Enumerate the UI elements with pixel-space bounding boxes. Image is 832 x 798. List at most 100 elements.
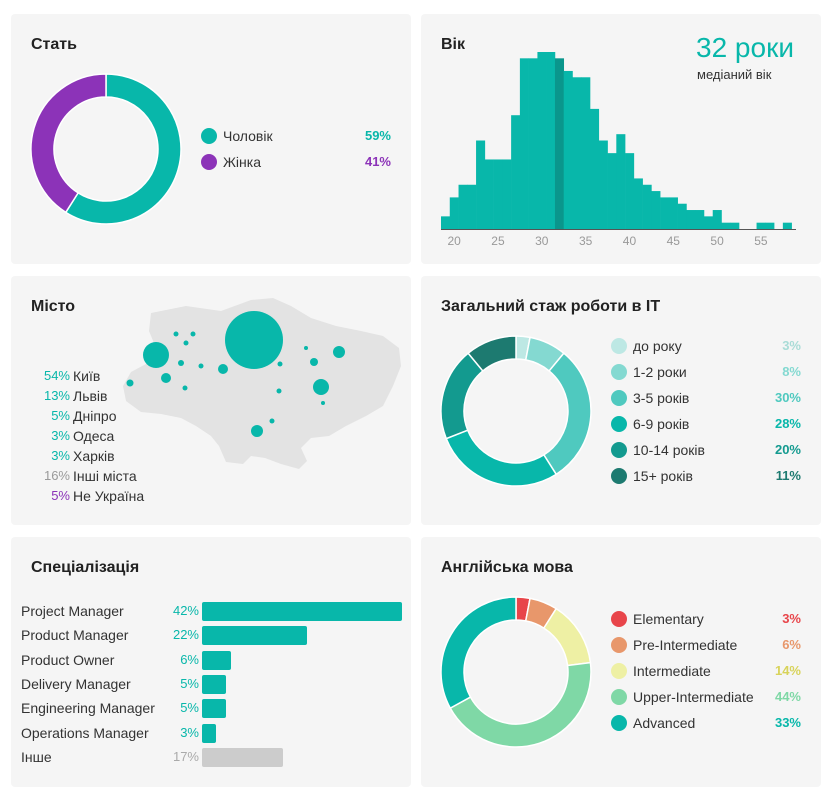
age-tick-label: 30 — [535, 234, 549, 248]
specialization-pct: 5% — [180, 675, 199, 691]
specialization-bar — [202, 747, 283, 767]
legend-swatch — [611, 338, 627, 354]
city-bubble — [173, 331, 179, 337]
age-bar — [458, 184, 468, 229]
legend-label: Pre-Intermediate — [633, 637, 738, 653]
gender-slice — [30, 73, 107, 214]
english-donut-chart — [440, 596, 592, 748]
age-tick-label: 40 — [623, 234, 637, 248]
age-bar — [756, 222, 766, 229]
legend-item: 10-14 років — [611, 440, 705, 460]
male-swatch — [201, 128, 217, 144]
legend-swatch — [611, 416, 627, 432]
male-label: Чоловік — [223, 128, 273, 144]
age-bar — [625, 153, 635, 229]
male-pct: 59% — [364, 128, 391, 143]
experience-slice — [440, 352, 484, 440]
legend-item: Intermediate — [611, 661, 711, 681]
experience-title: Загальний стаж роботи в IT — [441, 298, 661, 315]
city-bubble — [269, 418, 275, 424]
median-age-label: медіаний вік — [697, 67, 772, 82]
city-name: Одеса — [73, 428, 115, 444]
specialization-card: Спеціалізація Project Manager 42% Product … — [11, 537, 411, 787]
age-tick-label: 20 — [447, 234, 461, 248]
city-bubble — [178, 360, 184, 366]
city-bubble — [218, 364, 228, 374]
legend-label: Intermediate — [633, 663, 711, 679]
female-pct: 41% — [364, 154, 391, 169]
legend-item: Upper-Intermediate — [611, 687, 754, 707]
age-bar — [502, 159, 512, 229]
legend-pct: 30% — [774, 390, 801, 405]
age-bar — [554, 58, 565, 230]
specialization-row: Project Manager 42% — [21, 601, 411, 621]
legend-item: 3-5 років — [611, 388, 689, 408]
legend-swatch — [611, 715, 627, 731]
legend-label: до року — [633, 338, 682, 354]
city-bubble — [161, 373, 171, 383]
age-bar — [765, 222, 775, 229]
specialization-bar — [202, 699, 226, 719]
city-bubble — [126, 379, 134, 387]
legend-pct: 8% — [782, 364, 801, 379]
age-bar — [782, 222, 792, 229]
gender-card: Стать Чоловік 59% Жінка 41% — [11, 14, 411, 264]
legend-label: 3-5 років — [633, 390, 690, 406]
age-bar — [590, 108, 600, 229]
legend-label: 15+ років — [633, 468, 693, 484]
city-row-lviv: 13% Львів — [21, 386, 108, 406]
age-bar — [598, 140, 608, 229]
city-bubble — [277, 361, 283, 367]
female-label: Жінка — [223, 154, 261, 170]
ukraine-map — [123, 298, 401, 469]
specialization-label: Engineering Manager — [21, 700, 155, 717]
specialization-label: Product Owner — [21, 651, 115, 668]
age-bar — [572, 77, 582, 230]
city-row-kyiv: 54% Київ — [21, 366, 100, 386]
age-bar — [651, 191, 661, 229]
legend-pct: 44% — [774, 689, 801, 704]
city-bubble — [183, 340, 189, 346]
specialization-row: Operations Manager 3% — [21, 723, 411, 743]
legend-item: 15+ років — [611, 466, 693, 486]
legend-pct: 11% — [775, 468, 801, 483]
age-bar — [695, 210, 705, 229]
legend-label: 6-9 років — [633, 416, 690, 432]
age-bar — [449, 197, 459, 229]
city-pct: 5% — [51, 408, 70, 423]
legend-swatch — [611, 390, 627, 406]
english-slice — [440, 596, 517, 710]
specialization-label: Operations Manager — [21, 724, 149, 741]
specialization-pct: 42% — [172, 603, 199, 618]
ukraine-map-shape — [123, 298, 401, 469]
specialization-bar — [202, 650, 231, 670]
city-name: Харків — [73, 448, 115, 464]
age-tick-label: 50 — [710, 234, 724, 248]
specialization-bar — [202, 723, 217, 743]
gender-donut-chart — [30, 73, 182, 225]
english-slice — [449, 661, 592, 748]
legend-label: 10-14 років — [633, 442, 705, 458]
age-bar — [607, 153, 617, 229]
experience-slice — [445, 429, 558, 487]
english-title: Англійська мова — [441, 559, 573, 576]
city-bubble — [182, 385, 188, 391]
city-bubble — [190, 331, 196, 337]
city-name: Київ — [73, 368, 101, 384]
age-bar — [703, 216, 714, 229]
city-row-kharkiv: 3% Харків — [21, 446, 115, 466]
legend-pct: 6% — [782, 637, 801, 652]
city-bubble — [304, 346, 308, 350]
legend-label: Upper-Intermediate — [633, 689, 754, 705]
experience-card: Загальний стаж роботи в IT до року 3% 1-2 … — [421, 276, 821, 525]
age-tick-label: 45 — [667, 234, 681, 248]
legend-swatch — [611, 637, 627, 653]
age-bar — [528, 58, 538, 230]
city-card: Місто 54% Київ — [11, 276, 411, 525]
specialization-pct: 22% — [172, 627, 199, 643]
specialization-label: Product Manager — [21, 627, 129, 644]
city-title: Місто — [31, 298, 76, 315]
age-bar — [546, 52, 556, 229]
experience-slice — [467, 335, 517, 372]
city-pct: 16% — [43, 468, 70, 483]
